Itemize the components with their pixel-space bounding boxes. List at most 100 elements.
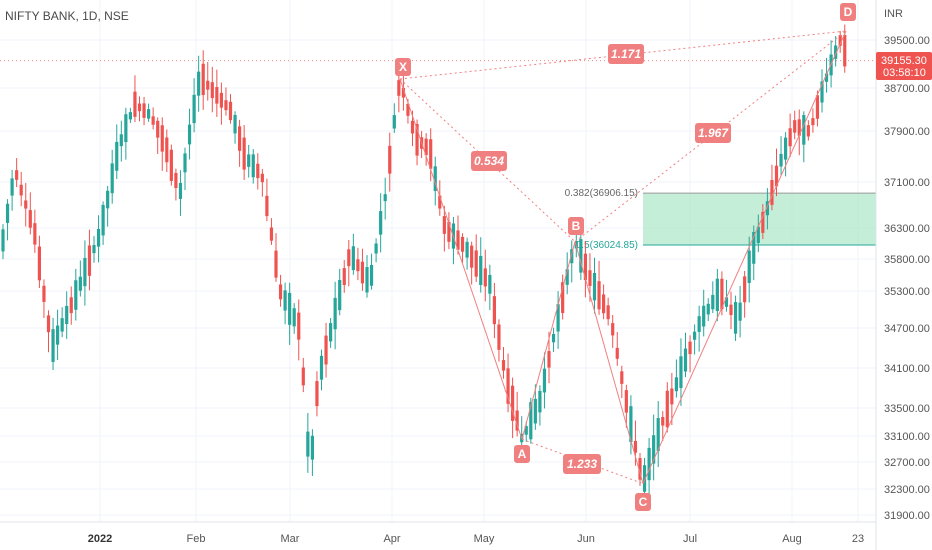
candle <box>65 291 69 339</box>
y-tick-label: 37100.00 <box>884 177 930 189</box>
candle-body <box>488 274 492 294</box>
candle <box>460 233 465 263</box>
pattern-point-x[interactable]: X <box>395 58 411 76</box>
candle <box>611 315 615 348</box>
candle-body <box>483 268 487 287</box>
candle-body <box>652 435 656 464</box>
candle-body <box>424 138 428 156</box>
candle-body <box>447 221 451 242</box>
harmonic-pattern[interactable]: X A B C D 0.534 1.233 1.967 1.171 <box>395 3 856 511</box>
candle-body <box>242 137 246 170</box>
candle <box>470 241 474 285</box>
candle-body <box>119 134 123 147</box>
candle <box>283 282 287 325</box>
pattern-point-c[interactable]: C <box>635 493 651 511</box>
candle-body <box>661 417 665 426</box>
candle <box>624 384 628 428</box>
ratio-label: 0.534 <box>474 154 504 168</box>
candle-body <box>784 137 788 160</box>
candle-body <box>5 203 10 223</box>
candle-body <box>60 318 64 332</box>
candle-body <box>592 272 597 301</box>
y-tick-label: 39500.00 <box>884 35 930 47</box>
candle-body <box>96 228 101 247</box>
pattern-point-d[interactable]: D <box>840 3 856 21</box>
candle <box>124 107 128 160</box>
candle-body <box>624 390 628 413</box>
candle-body <box>292 308 296 327</box>
candle-body <box>793 120 797 133</box>
candle <box>511 377 515 439</box>
candle <box>356 247 360 281</box>
pattern-point-label: C <box>639 495 648 509</box>
pattern-point-a[interactable]: A <box>514 445 530 463</box>
candle <box>128 107 132 123</box>
candle-body <box>474 250 478 277</box>
candle-body <box>301 367 305 386</box>
candle-body <box>611 323 615 336</box>
candle <box>538 385 542 426</box>
pattern-point-b[interactable]: B <box>568 217 584 235</box>
candle <box>87 229 92 291</box>
candle <box>37 235 41 289</box>
candle <box>228 94 233 124</box>
candle <box>360 248 365 291</box>
candle-body <box>83 257 87 287</box>
candle <box>665 382 669 433</box>
currency-label: INR <box>884 8 903 20</box>
candle <box>420 130 424 159</box>
candle <box>374 238 378 263</box>
candle-body <box>124 114 128 143</box>
candle-body <box>274 250 278 278</box>
candle-body <box>693 331 697 340</box>
ratio-bg <box>608 44 644 64</box>
candle <box>551 327 556 352</box>
candle <box>602 284 606 320</box>
time-axis[interactable]: 2022 Feb Mar Apr May Jun Jul Aug 23 <box>0 0 877 550</box>
candle <box>215 69 219 117</box>
candle <box>310 429 314 476</box>
candle <box>652 414 656 481</box>
candle <box>379 193 383 253</box>
candle <box>110 149 114 204</box>
candle-body <box>429 139 433 169</box>
candle-body <box>15 170 19 180</box>
candle <box>533 384 537 430</box>
ratio-ac[interactable]: 1.233 <box>563 454 601 474</box>
candle-body <box>602 294 606 314</box>
candle-body <box>283 290 287 311</box>
candle-body <box>10 178 14 196</box>
candle-body <box>824 73 829 82</box>
candle <box>401 73 405 111</box>
price-axis[interactable]: 39500.00 38700.00 37900.00 37100.00 36300.00… <box>884 35 930 522</box>
candle-body <box>752 231 756 264</box>
candle <box>165 129 169 173</box>
candle-body <box>310 435 314 460</box>
ratio-xb[interactable]: 0.534 <box>471 151 507 171</box>
candle <box>238 119 242 167</box>
candle-body <box>656 418 660 451</box>
ratio-label: 1.967 <box>698 126 729 140</box>
candle-body <box>533 398 537 424</box>
candle <box>201 50 205 110</box>
ratio-xd[interactable]: 1.171 <box>608 44 644 64</box>
candle <box>447 212 451 250</box>
candle-body <box>260 173 264 183</box>
candle <box>247 144 251 178</box>
candle-body <box>724 297 729 307</box>
candle <box>329 317 333 348</box>
candle <box>96 215 101 263</box>
candle-body <box>187 124 192 145</box>
x-tick-label: Apr <box>383 533 400 545</box>
candle <box>224 87 228 116</box>
y-tick-label: 35300.00 <box>884 286 930 298</box>
candle <box>738 285 742 338</box>
candle-body <box>169 149 173 181</box>
candle <box>347 240 351 287</box>
candle <box>265 178 269 222</box>
candle <box>338 268 342 316</box>
candles[interactable] <box>1 24 847 510</box>
candle <box>647 437 651 496</box>
ratio-bd[interactable]: 1.967 <box>695 123 731 143</box>
